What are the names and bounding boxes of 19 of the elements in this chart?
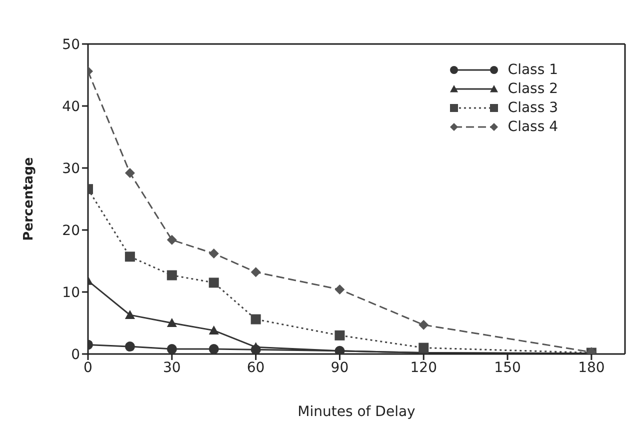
- x-tick-label: 120: [410, 360, 437, 376]
- y-tick-label: 50: [62, 36, 80, 53]
- x-tick-label: 30: [162, 360, 181, 376]
- x-tick-label: 0: [84, 360, 92, 376]
- legend-label: Class 3: [508, 100, 558, 116]
- legend-label: Class 2: [508, 80, 558, 96]
- y-tick-label: 10: [62, 284, 80, 301]
- y-tick-label: 20: [62, 222, 80, 239]
- x-tick-label: 60: [246, 360, 265, 376]
- x-tick-label: 150: [494, 360, 521, 376]
- x-tick-label: 180: [578, 360, 605, 376]
- y-tick-label: 0: [71, 346, 80, 363]
- y-axis-title: Percentage: [22, 157, 37, 241]
- legend-label: Class 1: [508, 62, 558, 78]
- x-axis-title: Minutes of Delay: [298, 404, 416, 420]
- y-tick-label: 30: [62, 160, 80, 177]
- x-tick-label: 90: [330, 360, 349, 376]
- legend-label: Class 4: [508, 118, 558, 134]
- y-tick-label: 40: [62, 98, 80, 115]
